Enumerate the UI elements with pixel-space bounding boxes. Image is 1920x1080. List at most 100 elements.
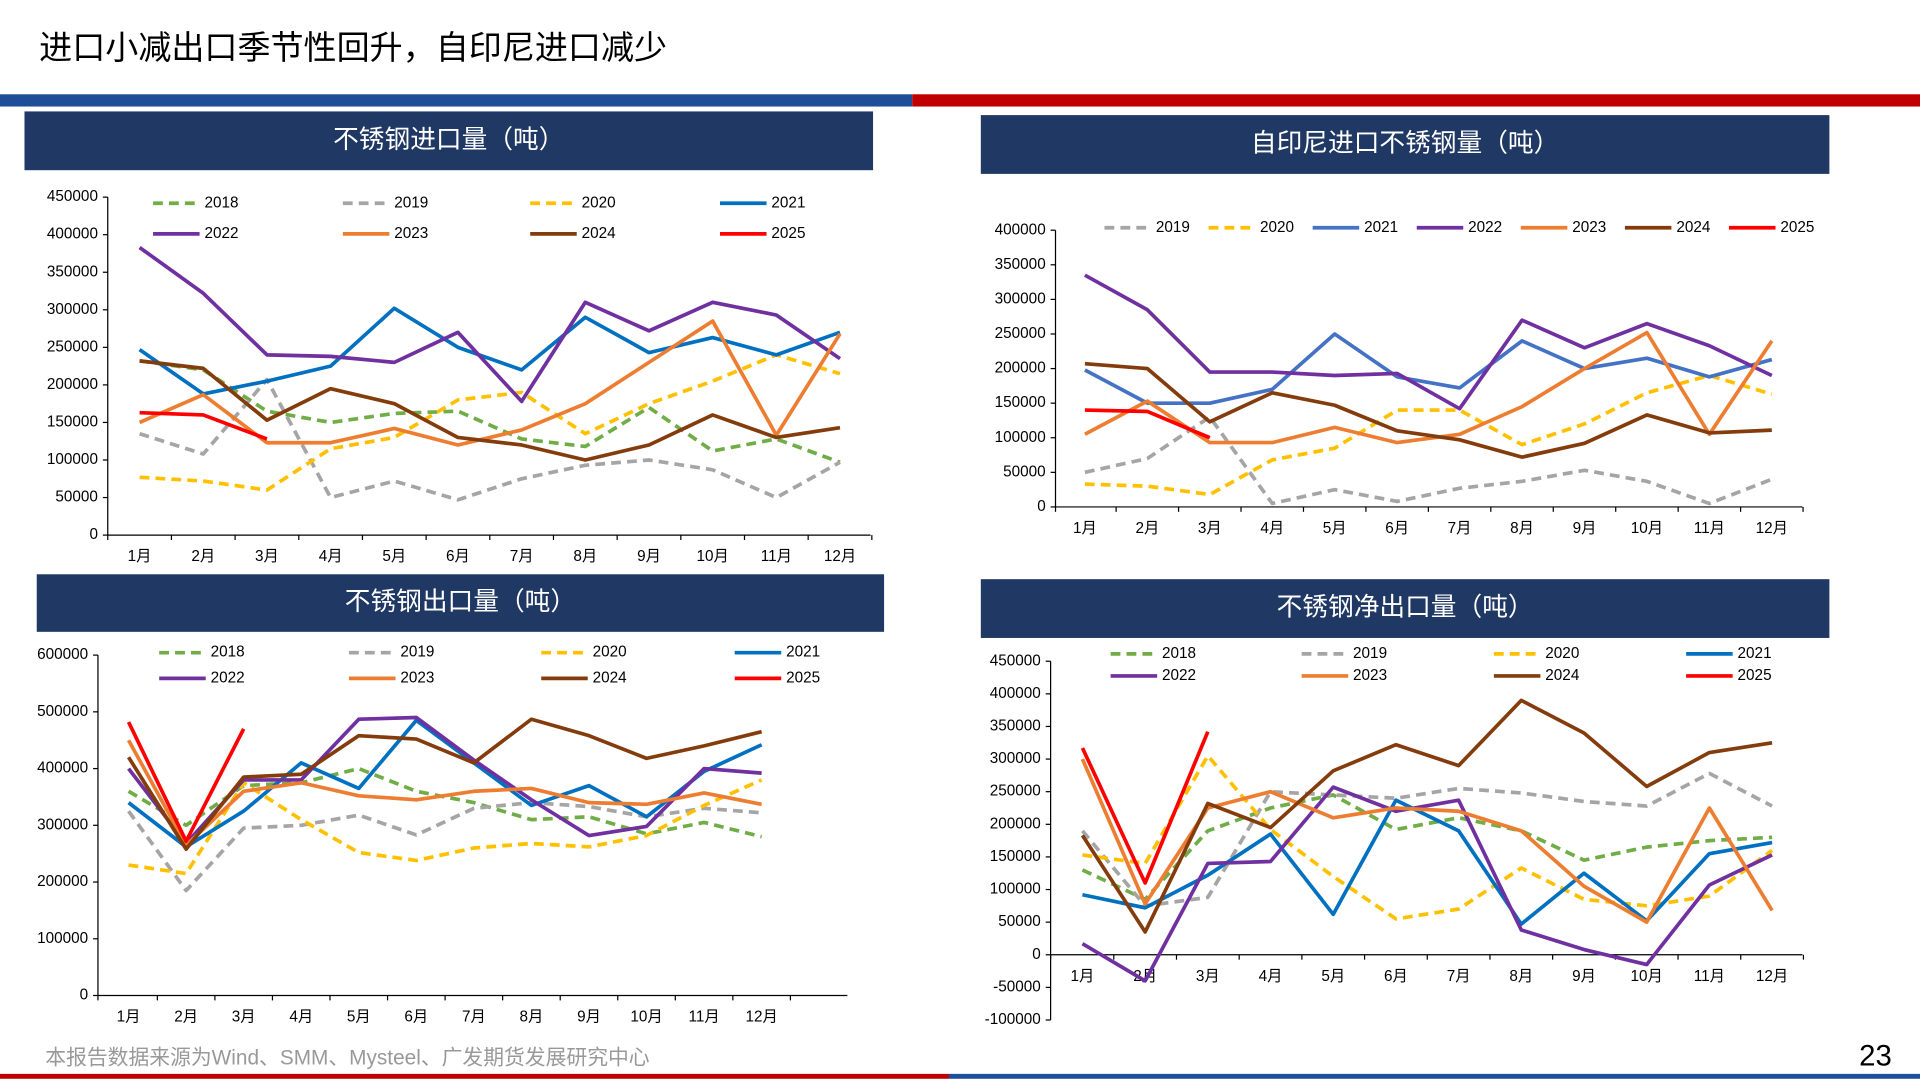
x-tick-label: 6月: [1385, 520, 1409, 537]
x-tick-label: 3月: [255, 548, 279, 565]
legend-label: 2022: [1468, 219, 1502, 236]
y-tick-label: 150000: [990, 848, 1041, 865]
series-line: [1084, 361, 1772, 459]
y-tick-label: 50000: [1003, 463, 1046, 480]
series-line: [138, 245, 842, 404]
series-line: [139, 359, 841, 462]
y-tick-label: 300000: [995, 290, 1046, 307]
series-line: [127, 717, 763, 851]
x-tick-label: 7月: [510, 548, 534, 565]
x-tick-label: 8月: [520, 1009, 544, 1026]
x-tick-label: 3月: [232, 1009, 256, 1026]
x-tick-label: 10月: [1631, 968, 1663, 985]
legend-label: 2020: [582, 194, 616, 211]
legend-label: 2020: [593, 644, 627, 661]
series-line: [126, 721, 246, 844]
bottom-bar-blue: [948, 1073, 1920, 1079]
chart-title: 不锈钢进口量（吨）: [333, 125, 564, 155]
series-line: [1080, 730, 1210, 885]
legend-label: 2022: [1162, 667, 1196, 684]
x-tick-label: 4月: [1259, 968, 1283, 985]
series-line: [139, 353, 841, 492]
chart-title: 不锈钢出口量（吨）: [345, 587, 576, 617]
y-tick-label: 50000: [998, 913, 1041, 930]
y-tick-label: 400000: [990, 685, 1041, 702]
legend-label: 2021: [1364, 219, 1398, 236]
y-tick-label: 400000: [995, 221, 1046, 238]
y-tick-label: 250000: [995, 325, 1046, 342]
legend-label: 2023: [394, 225, 428, 242]
x-tick-label: 11月: [688, 1009, 719, 1026]
legend-label: 2024: [582, 225, 617, 242]
legend-label: 2025: [771, 225, 805, 242]
page-number: 23: [1859, 1040, 1892, 1073]
series-line: [127, 766, 763, 839]
series-line: [126, 739, 762, 848]
x-tick-label: 6月: [446, 548, 470, 565]
series-line: [1084, 373, 1773, 497]
x-tick-label: 11月: [1694, 968, 1725, 985]
x-tick-label: 2月: [174, 1009, 198, 1026]
legend-label: 2021: [771, 194, 805, 211]
series-line: [1084, 415, 1773, 506]
legend-label: 2019: [400, 644, 434, 661]
series-line: [139, 359, 841, 464]
x-tick-label: 3月: [1196, 968, 1220, 985]
y-tick-label: 100000: [995, 429, 1046, 446]
series-line: [1080, 698, 1773, 934]
chart-title: 自印尼进口不锈钢量（吨）: [1251, 128, 1559, 158]
x-tick-label: 7月: [462, 1009, 486, 1026]
legend-label: 2024: [1545, 667, 1580, 684]
x-tick-label: 10月: [1631, 520, 1663, 537]
series-line: [127, 800, 762, 893]
legend-label: 2025: [786, 669, 820, 686]
x-tick-label: 8月: [1510, 520, 1534, 537]
x-tick-label: 11月: [761, 548, 792, 565]
legend-label: 2024: [593, 669, 628, 686]
x-tick-label: 5月: [347, 1009, 371, 1026]
y-tick-label: -50000: [993, 978, 1041, 995]
legend-label: 2024: [1676, 219, 1711, 236]
y-tick-label: 300000: [37, 816, 88, 833]
panel-header: [980, 579, 1830, 638]
y-tick-label: 50000: [55, 489, 98, 506]
y-tick-label: 0: [1032, 946, 1041, 963]
series-line: [1081, 771, 1773, 908]
x-tick-label: 12月: [745, 1009, 777, 1026]
x-tick-label: 5月: [382, 548, 406, 565]
legend-label: 2018: [204, 194, 238, 211]
x-tick-label: 12月: [1756, 520, 1788, 537]
y-tick-label: 600000: [37, 646, 88, 663]
y-tick-label: 450000: [990, 652, 1041, 669]
legend-label: 2023: [400, 669, 434, 686]
panel-header: [36, 574, 885, 632]
top-bar-red: [912, 94, 1920, 107]
y-tick-label: 350000: [990, 718, 1041, 735]
x-tick-label: 9月: [1572, 968, 1596, 985]
series-line: [138, 306, 841, 396]
x-tick-label: 10月: [696, 548, 728, 565]
legend-label: 2020: [1260, 219, 1294, 236]
bottom-bar-red: [0, 1073, 949, 1079]
series-line: [1081, 785, 1773, 983]
series-line: [1084, 330, 1774, 445]
y-tick-label: 200000: [37, 873, 88, 890]
legend-label: 2018: [211, 644, 245, 661]
source-note: 本报告数据来源为Wind、SMM、Mysteel、广发期货发展研究中心: [45, 1047, 649, 1070]
chart-title: 不锈钢净出口量（吨）: [1277, 593, 1534, 623]
x-tick-label: 12月: [824, 548, 856, 565]
y-tick-label: 0: [89, 526, 98, 543]
y-tick-label: 150000: [47, 413, 98, 430]
y-tick-label: 200000: [995, 360, 1046, 377]
legend-label: 2022: [204, 225, 238, 242]
x-tick-label: 7月: [1448, 520, 1472, 537]
y-tick-label: 350000: [995, 256, 1046, 273]
legend-label: 2025: [1780, 219, 1814, 236]
y-tick-label: 200000: [47, 376, 98, 393]
legend-label: 2021: [1738, 645, 1772, 662]
series-line: [1084, 332, 1773, 405]
legend-label: 2021: [786, 644, 820, 661]
series-line: [1084, 408, 1211, 440]
